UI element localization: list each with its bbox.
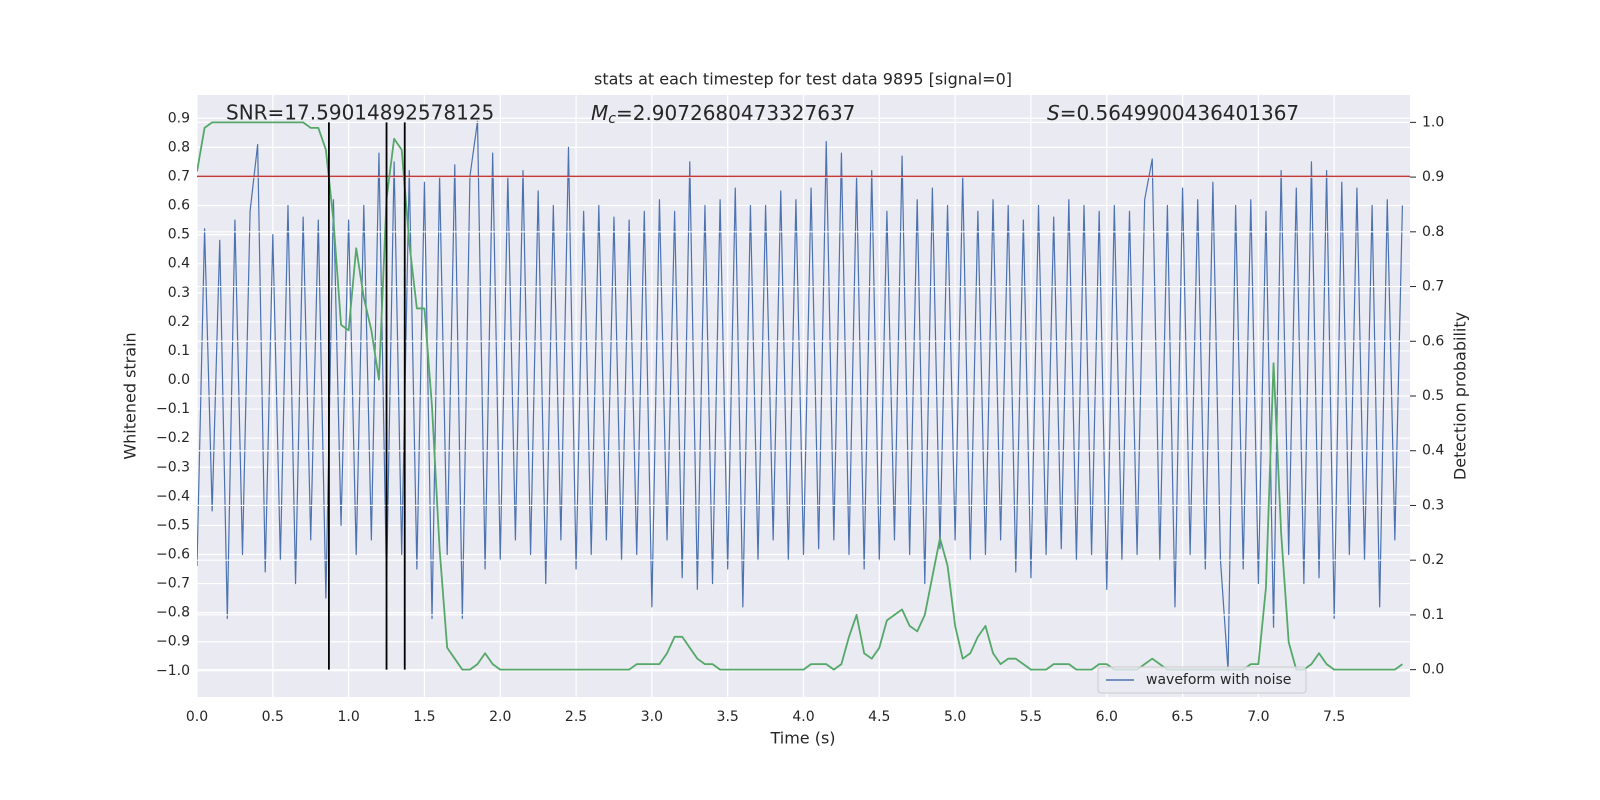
y-tick-label: −0.3 [156,459,190,475]
x-tick-label: 1.0 [337,709,359,725]
y2-tick-label: 0.0 [1422,662,1444,678]
y-tick-label: −0.7 [156,576,190,592]
y-tick-label: 0.8 [168,139,190,155]
y-tick-label: 0.5 [168,227,190,243]
y2-tick-label: 0.1 [1422,607,1444,623]
y-tick-label: −0.4 [156,488,190,504]
x-tick-label: 4.5 [868,709,890,725]
x-tick-label: 7.0 [1247,709,1269,725]
axes: 0.0 0.5 1.0 1.5 2.0 2.5 3.0 3.5 4.0 4.5 5.0 5.5 6.0 6… [156,110,1444,725]
y2-tick-label: 0.4 [1422,443,1444,459]
x-tick-label: 2.0 [489,709,511,725]
y-tick-label: 0.6 [168,198,190,214]
y-tick-label: −0.6 [156,546,190,562]
x-tick-label: 7.5 [1323,709,1345,725]
mc-value: =2.9072680473327637 [616,101,855,125]
x-tick-label: 3.5 [717,709,739,725]
mc-annotation: Mc=2.9072680473327637 [591,101,855,128]
y-tick-label: −0.8 [156,605,190,621]
y-axis-label: Whitened strain [121,332,140,459]
x-tick-label: 6.0 [1096,709,1118,725]
x-tick-label: 0.5 [262,709,284,725]
y2-tick-label: 0.5 [1422,388,1444,404]
x-tick-label: 4.0 [792,709,814,725]
y2-tick-label: 0.6 [1422,333,1444,349]
x-tick-label: 0.0 [186,709,208,725]
x-tick-label: 3.0 [641,709,663,725]
s-symbol: S [1047,101,1060,125]
y2-tick-label: 0.2 [1422,552,1444,568]
y-tick-label: −0.2 [156,430,190,446]
y-tick-label: 0.1 [168,343,190,359]
y-tick-label: −0.1 [156,401,190,417]
y-tick-label: 0.0 [168,372,190,388]
y-tick-label: −0.9 [156,634,190,650]
y2-tick-label: 0.7 [1422,279,1444,295]
y2-tick-label: 0.3 [1422,497,1444,513]
y-tick-label: −1.0 [156,663,190,679]
x-tick-label: 2.5 [565,709,587,725]
y2-axis-label: Detection probability [1451,312,1470,480]
x-axis-label: Time (s) [769,729,835,748]
chart-title: stats at each timestep for test data 989… [594,70,1012,89]
s-annotation: S=0.5649900436401367 [1047,101,1299,125]
y-tick-label: 0.4 [168,256,190,272]
mc-symbol: M [591,101,608,125]
legend-box [1097,666,1307,694]
y-tick-label: 0.2 [168,314,190,330]
legend: waveform with noise [1097,666,1307,694]
y2-tick-label: 0.8 [1422,224,1444,240]
s-value: =0.5649900436401367 [1060,101,1299,125]
x-tick-label: 5.5 [1020,709,1042,725]
snr-annotation: SNR=17.59014892578125 [226,101,494,125]
y-tick-label: 0.7 [168,168,190,184]
x-tick-label: 5.0 [944,709,966,725]
legend-label: waveform with noise [1146,672,1291,688]
x-tick-label: 6.5 [1171,709,1193,725]
mc-subscript: c [608,111,616,127]
waveform-line [197,120,1404,672]
y-tick-label: 0.9 [168,110,190,126]
y2-tick-label: 0.9 [1422,169,1444,185]
y-tick-label: 0.3 [168,285,190,301]
y-tick-label: −0.5 [156,517,190,533]
x-tick-label: 1.5 [413,709,435,725]
y2-tick-label: 1.0 [1422,114,1444,130]
